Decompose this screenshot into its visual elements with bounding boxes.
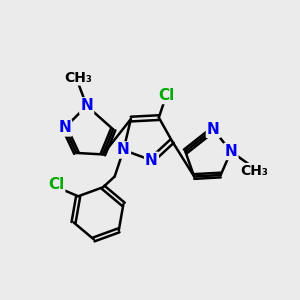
Text: N: N bbox=[225, 144, 237, 159]
Text: Cl: Cl bbox=[158, 88, 174, 103]
Text: N: N bbox=[58, 120, 71, 135]
Text: CH₃: CH₃ bbox=[64, 71, 92, 85]
Text: CH₃: CH₃ bbox=[241, 164, 268, 178]
Text: N: N bbox=[207, 122, 220, 137]
Text: N: N bbox=[80, 98, 93, 113]
Text: N: N bbox=[145, 153, 158, 168]
Text: Cl: Cl bbox=[48, 177, 64, 192]
Text: N: N bbox=[117, 142, 130, 158]
